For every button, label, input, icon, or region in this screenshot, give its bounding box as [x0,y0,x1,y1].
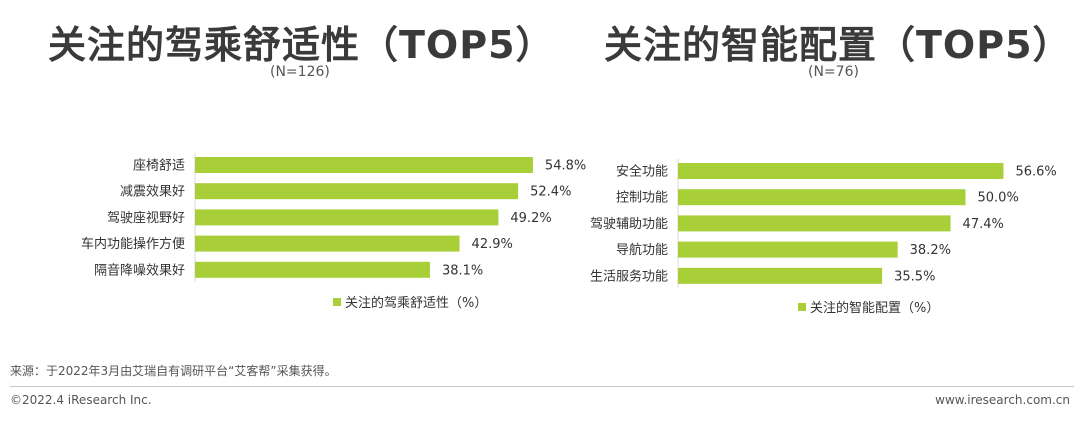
smart-config-chart-panel: 关注的智能配置（TOP5） (N=76) 安全功能 56.6% 控制功能 50.0% 驾… [540,0,1080,330]
bar [195,209,499,226]
value-label: 56.6% [1015,165,1056,180]
category-label: 驾驶座视野好 [107,211,185,226]
bar [678,267,883,284]
bar [678,215,951,232]
bar [678,163,1004,179]
category-label: 安全功能 [616,164,668,180]
value-label: 42.9% [472,237,513,252]
value-label: 50.0% [978,191,1019,206]
value-label: 38.2% [910,243,951,258]
value-label: 49.2% [510,211,551,226]
category-label: 车内功能操作方便 [81,236,185,252]
comfort-chart-panel: 关注的驾乘舒适性（TOP5） (N=126) 座椅舒适 54.8% 减震效果好 52.… [0,0,586,330]
bar [195,261,430,278]
bar [195,183,519,200]
legend-swatch [798,302,806,311]
category-label: 控制功能 [616,191,668,206]
bar [678,189,966,206]
category-label: 座椅舒适 [133,159,185,174]
footer-url: www.iresearch.com.cn [935,393,1070,407]
category-label: 减震效果好 [120,185,185,200]
value-label: 47.4% [963,217,1004,232]
comfort-chart-title: 关注的驾乘舒适性（TOP5） [48,23,555,67]
category-label: 生活服务功能 [590,268,668,284]
comfort-legend: 关注的驾乘舒适性（%） [333,292,487,311]
value-label: 52.4% [530,185,571,200]
comfort-legend-label: 关注的驾乘舒适性（%） [345,296,488,311]
comfort-bar-chart: 座椅舒适 54.8% 减震效果好 52.4% 驾驶座视野好 49.2% 车内功能操作方便 42… [81,153,586,282]
footer-divider [10,386,1074,387]
source-note: 来源：于2022年3月由艾瑞自有调研平台“艾客帮”采集获得。 [10,364,337,378]
smart-config-chart-title: 关注的智能配置（TOP5） [604,23,1072,67]
legend-swatch [333,297,341,306]
category-label: 导航功能 [616,242,668,258]
bar [195,235,460,252]
smart-config-legend: 关注的智能配置（%） [798,297,939,316]
value-label: 38.1% [442,263,483,278]
value-label: 35.5% [894,269,935,284]
smart-config-legend-label: 关注的智能配置（%） [810,301,940,316]
copyright: ©2022.4 iResearch Inc. [10,393,152,407]
category-label: 驾驶辅助功能 [590,217,668,232]
bar [678,241,898,258]
comfort-sample-size: (N=126) [270,64,330,80]
smart-config-bar-chart: 安全功能 56.6% 控制功能 50.0% 驾驶辅助功能 47.4% 导航功能 38.2% 生活… [590,159,1057,288]
value-label: 54.8% [545,159,586,174]
category-label: 隔音降噪效果好 [94,262,185,278]
smart-config-sample-size: (N=76) [808,64,859,80]
bar [195,157,533,173]
